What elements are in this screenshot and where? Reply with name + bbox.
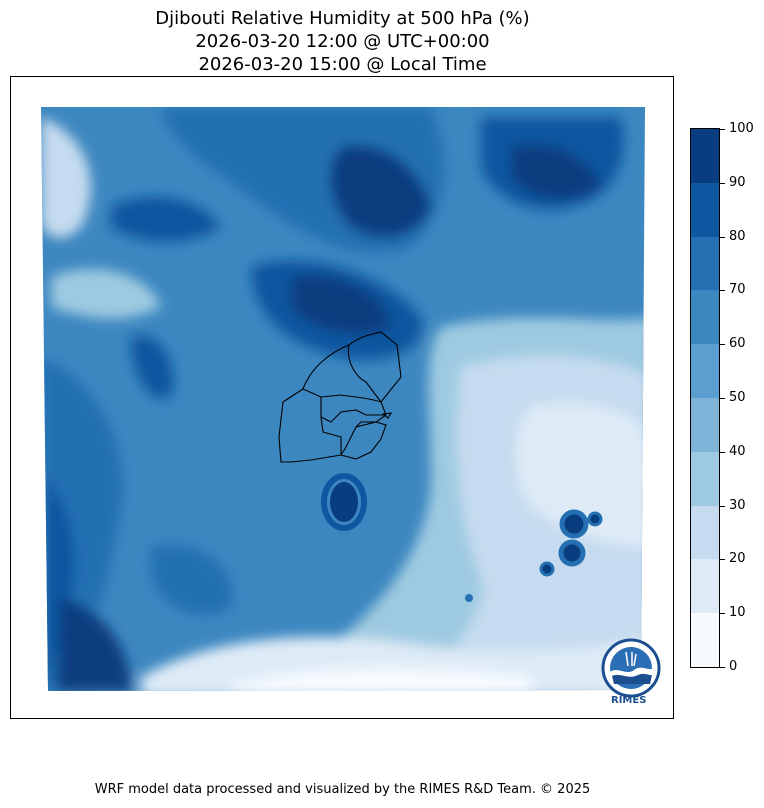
title-line-3: 2026-03-20 15:00 @ Local Time: [198, 54, 487, 75]
colorbar-tick: [720, 667, 725, 668]
humid-patch-1: [111, 196, 221, 242]
colorbar-tick-label: 40: [729, 443, 746, 459]
colorbar-tick-label: 60: [729, 336, 746, 352]
colorbar-tick: [720, 451, 725, 453]
rimes-logo: [598, 638, 664, 708]
storm-cell-5: [465, 594, 473, 602]
very-dry-zone: [516, 403, 645, 547]
colorbar-tick-label: 100: [729, 121, 754, 136]
colorbar-segment: [691, 290, 719, 345]
colorbar-tick-label: 10: [729, 605, 746, 621]
humidity-map: [41, 107, 645, 691]
humid-patch-2: [131, 335, 174, 399]
humid-core-center: [291, 275, 391, 335]
colorbar-segment: [691, 451, 719, 506]
colorbar-tick-label: 30: [729, 497, 746, 513]
humid-cell-1-ring: [321, 473, 367, 531]
storm-cell-1: [559, 509, 589, 539]
region-south: [320, 416, 342, 455]
colorbar-segment: [691, 505, 719, 560]
colorbar-segment: [691, 398, 719, 452]
nw-dry-patch: [41, 117, 91, 238]
humid-cell-1: [330, 482, 358, 522]
title-line-2: 2026-03-20 12:00 @ UTC+00:00: [195, 31, 490, 52]
nw-dry-patch-2: [51, 268, 161, 319]
colorbar-tick: [720, 182, 725, 184]
map-frame: [10, 76, 674, 719]
djibouti-boundaries: [278, 331, 402, 463]
colorbar-tick: [720, 344, 725, 346]
title-line-1: Djibouti Relative Humidity at 500 hPa (%…: [155, 8, 530, 29]
colorbar-segment: [691, 182, 719, 237]
colorbar-segment: [691, 344, 719, 398]
region-southeast: [340, 421, 387, 460]
humid-patch-3: [151, 545, 233, 616]
humid-southwest: [56, 597, 131, 691]
colorbar-tick: [720, 559, 725, 561]
colorbar-segment: [691, 129, 719, 183]
colorbar-tick-label: 80: [729, 228, 746, 244]
humid-core-ne: [511, 144, 601, 200]
colorbar-segment: [691, 613, 719, 667]
colorbar-tick-label: 20: [729, 551, 746, 567]
region-capital: [381, 412, 393, 419]
colorbar-segment: [691, 559, 719, 614]
colorbar-tick: [720, 129, 725, 130]
colorbar-tick-label: 0: [729, 659, 738, 674]
colorbar-tick: [720, 398, 725, 399]
colorbar-tick: [720, 505, 725, 507]
logo-caption: RIMES: [611, 695, 647, 706]
storm-cell-4: [587, 511, 603, 527]
region-tadjourah-split: [347, 344, 382, 403]
colorbar-tick-label: 70: [729, 282, 746, 298]
south-band-inner: [231, 668, 531, 691]
storm-cell-3: [539, 561, 555, 577]
colorbar: [690, 128, 720, 668]
region-north: [302, 331, 402, 403]
footer-credit: WRF model data processed and visualized …: [94, 782, 591, 797]
colorbar-tick: [720, 290, 725, 292]
storm-cell-2: [558, 539, 586, 567]
colorbar-tick-label: 50: [729, 390, 746, 405]
colorbar-tick: [720, 236, 725, 238]
colorbar-tick: [720, 613, 725, 615]
humid-west-core: [46, 477, 75, 687]
colorbar-tick-label: 90: [729, 174, 746, 190]
humid-core-north: [330, 145, 431, 238]
colorbar-segment: [691, 236, 719, 291]
